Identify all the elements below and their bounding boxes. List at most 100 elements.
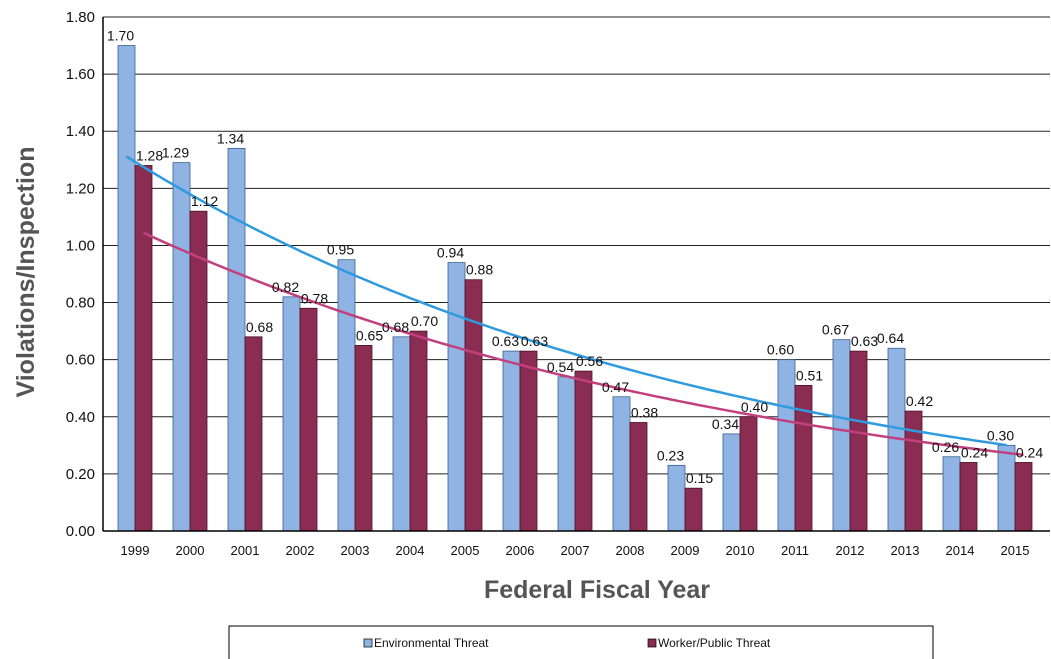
- legend-label-environmental-threat: Environmental Threat: [374, 636, 489, 650]
- y-tick-label: 0.80: [66, 295, 95, 312]
- data-label-worker-public-threat: 0.51: [796, 367, 823, 383]
- bar-environmental-threat: [667, 464, 686, 532]
- x-tick-label: 2013: [891, 543, 920, 558]
- x-axis-title: Federal Fiscal Year: [484, 576, 710, 604]
- bar-environmental-threat: [557, 376, 576, 532]
- x-tick-label: 2003: [341, 543, 370, 558]
- legend-box: [228, 625, 934, 659]
- data-label-worker-public-threat: 1.12: [191, 193, 218, 209]
- data-label-environmental-threat: 0.47: [602, 379, 629, 395]
- data-label-worker-public-threat: 0.63: [521, 333, 548, 349]
- y-tick-label: 1.80: [66, 9, 95, 26]
- data-label-worker-public-threat: 0.56: [576, 353, 603, 369]
- bar-environmental-threat: [172, 162, 191, 532]
- bar-worker-public-threat: [739, 416, 758, 532]
- trendlines: [125, 155, 1024, 457]
- y-tick-label: 0.40: [66, 409, 95, 426]
- bar-worker-public-threat: [959, 462, 978, 532]
- data-label-environmental-threat: 1.70: [107, 28, 134, 44]
- data-label-worker-public-threat: 0.42: [906, 393, 933, 409]
- data-labels: 1.70 1.281.29 1.12 1.34 0.68 0.820.78 0.95 0.65…: [107, 28, 1043, 487]
- data-label-environmental-threat: 0.68: [382, 319, 409, 335]
- data-label-environmental-threat: 0.54: [547, 359, 574, 375]
- trendline-environmental-threat: [125, 155, 1007, 447]
- data-label-worker-public-threat: 0.38: [631, 404, 658, 420]
- x-tick-label: 2001: [231, 543, 260, 558]
- data-label-worker-public-threat: 1.28: [136, 147, 163, 163]
- data-label-environmental-threat: 0.23: [657, 447, 684, 463]
- bar-environmental-threat: [777, 359, 796, 532]
- data-label-worker-public-threat: 0.65: [356, 327, 383, 343]
- data-label-worker-public-threat: 0.88: [466, 262, 493, 278]
- legend-swatch-worker-public-threat: [647, 638, 657, 648]
- bar-worker-public-threat: [464, 279, 483, 532]
- bar-environmental-threat: [997, 444, 1016, 532]
- data-label-environmental-threat: 0.67: [822, 322, 849, 338]
- data-label-environmental-threat: 0.82: [272, 279, 299, 295]
- data-label-worker-public-threat: 0.24: [961, 444, 988, 460]
- x-tick-label: 2012: [836, 543, 865, 558]
- bar-environmental-threat: [832, 339, 851, 532]
- bars: [117, 45, 1033, 532]
- data-label-environmental-threat: 1.34: [217, 130, 244, 146]
- data-label-environmental-threat: 0.64: [877, 330, 904, 346]
- y-tick-label: 1.00: [66, 237, 95, 254]
- bar-environmental-threat: [117, 45, 136, 532]
- x-tick-label: 2000: [176, 543, 205, 558]
- data-label-worker-public-threat: 0.63: [851, 333, 878, 349]
- x-tick-label: 2015: [1001, 543, 1030, 558]
- legend-swatch-environmental-threat: [363, 638, 373, 648]
- bar-environmental-threat: [502, 350, 521, 532]
- data-label-worker-public-threat: 0.78: [301, 290, 328, 306]
- bar-environmental-threat: [392, 336, 411, 532]
- x-tick-label: 2007: [561, 543, 590, 558]
- data-label-environmental-threat: 0.63: [492, 333, 519, 349]
- x-tick-label: 2005: [451, 543, 480, 558]
- data-label-worker-public-threat: 0.68: [246, 319, 273, 335]
- bar-worker-public-threat: [519, 350, 538, 532]
- bar-environmental-threat: [942, 456, 961, 532]
- data-label-environmental-threat: 0.30: [987, 427, 1014, 443]
- data-label-environmental-threat: 0.26: [932, 439, 959, 455]
- data-label-worker-public-threat: 0.24: [1016, 444, 1043, 460]
- y-axis-title: Violations/Inspection: [12, 147, 40, 398]
- x-tick-label: 2004: [396, 543, 425, 558]
- data-label-worker-public-threat: 0.15: [686, 470, 713, 486]
- bar-worker-public-threat: [574, 370, 593, 532]
- data-label-worker-public-threat: 0.70: [411, 313, 438, 329]
- bar-worker-public-threat: [409, 330, 428, 532]
- trendline-worker-public-threat: [142, 231, 1024, 457]
- x-tick-label: 2011: [781, 543, 809, 558]
- bar-worker-public-threat: [299, 307, 318, 532]
- x-tick-label: 2009: [671, 543, 700, 558]
- y-tick-label: 1.20: [66, 180, 95, 197]
- x-tick-label: 2008: [616, 543, 645, 558]
- x-tick-label: 2010: [726, 543, 755, 558]
- bar-environmental-threat: [447, 262, 466, 532]
- y-tick-label: 0.60: [66, 352, 95, 369]
- data-label-environmental-threat: 0.95: [327, 242, 354, 258]
- x-tick-label: 2014: [946, 543, 975, 558]
- x-tick-label: 2006: [506, 543, 535, 558]
- data-label-environmental-threat: 0.34: [712, 416, 739, 432]
- bar-worker-public-threat: [1014, 462, 1033, 532]
- bar-environmental-threat: [722, 433, 741, 532]
- bar-environmental-threat: [227, 147, 246, 532]
- bar-environmental-threat: [612, 396, 631, 532]
- bar-worker-public-threat: [244, 336, 263, 532]
- data-label-environmental-threat: 1.29: [162, 145, 189, 161]
- legend-label-worker-public-threat: Worker/Public Threat: [658, 636, 771, 650]
- y-tick-label: 0.00: [66, 523, 95, 540]
- data-label-environmental-threat: 0.94: [437, 245, 464, 261]
- bar-worker-public-threat: [684, 487, 703, 532]
- bar-environmental-threat: [282, 296, 301, 532]
- bar-worker-public-threat: [354, 344, 373, 532]
- y-tick-labels: 0.00 0.20 0.40 0.60 0.80 1.00 1.20 1.40 1.60 1.80: [66, 9, 95, 540]
- x-tick-labels: 1999 2000 2001 2002 2003 2004 2005 2006 2007 2008…: [121, 543, 1030, 558]
- bar-worker-public-threat: [849, 350, 868, 532]
- legend: Environmental Threat Worker/Public Threa…: [228, 625, 934, 659]
- bar-environmental-threat: [337, 259, 356, 532]
- x-tick-label: 2002: [286, 543, 315, 558]
- bar-worker-public-threat: [794, 384, 813, 532]
